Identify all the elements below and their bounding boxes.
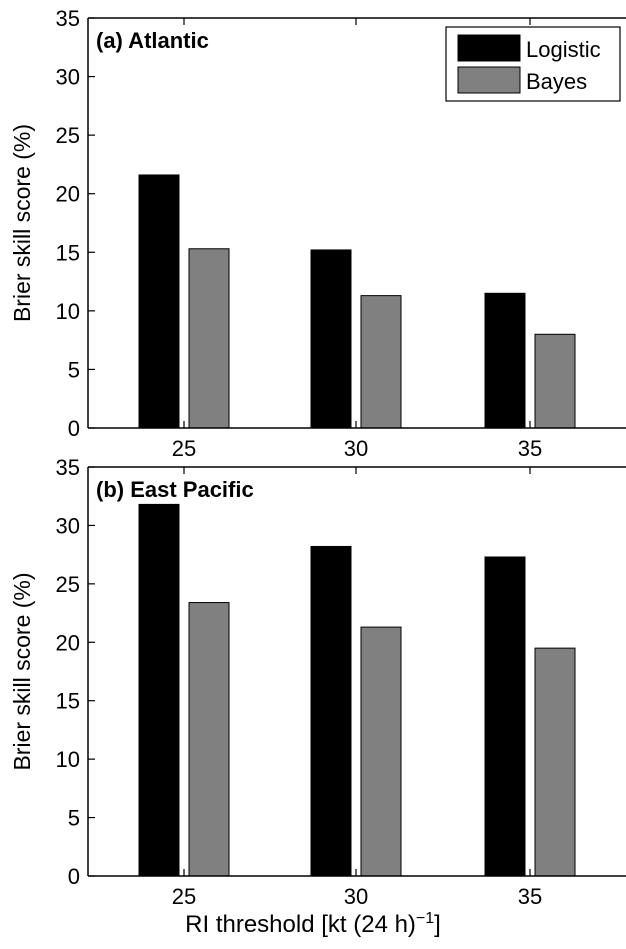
panel-a-bar-bayes-30: [360, 295, 402, 429]
panel-a-y-tick-label: 15: [56, 240, 80, 265]
panel-b-x-tick-label: 25: [172, 884, 196, 909]
panel-b-bar-logistic-25: [138, 503, 180, 877]
panel-a-y-tick-label: 5: [68, 357, 80, 382]
panel-a-bar-bayes-25: [188, 248, 230, 429]
panel-a-bar-logistic-25: [138, 174, 180, 429]
x-axis-label-close: ]: [434, 911, 441, 938]
panel-a-y-tick-label: 30: [56, 65, 80, 90]
x-axis-label-text: RI threshold [kt (24 h): [185, 911, 416, 938]
panel-a-y-tick-label: 25: [56, 123, 80, 148]
x-axis-label: RI threshold [kt (24 h)−1]: [0, 910, 626, 939]
panel-a-bar-logistic-35: [484, 292, 526, 429]
panel-b-bar-logistic-35: [484, 556, 526, 877]
panel-b-bar-bayes-35: [534, 647, 576, 877]
panel-a-legend-label-logistic: Logistic: [526, 37, 601, 62]
panel-a-bar-logistic-30: [310, 249, 352, 429]
panel-b-x-tick-label: 35: [518, 884, 542, 909]
panel-b-y-tick-label: 30: [56, 513, 80, 538]
panel-b-panel-label: (b) East Pacific: [96, 477, 254, 502]
panel-b-y-tick-label: 20: [56, 630, 80, 655]
panel-b-bar-logistic-30: [310, 545, 352, 877]
panel-b-y-tick-label: 0: [68, 864, 80, 889]
panel-a-x-tick-label: 35: [518, 436, 542, 461]
panel-b-y-tick-label: 15: [56, 689, 80, 714]
panel-b-bar-bayes-25: [188, 602, 230, 877]
panel-a-y-axis-label: Brier skill score (%): [9, 124, 35, 322]
panel-a-y-tick-label: 0: [68, 416, 80, 441]
panel-b-y-tick-label: 10: [56, 747, 80, 772]
panel-b-bar-bayes-30: [360, 626, 402, 877]
panel-a-y-tick-label: 35: [56, 6, 80, 31]
panel-a-x-tick-label: 25: [172, 436, 196, 461]
panel-b-y-tick-label: 35: [56, 455, 80, 480]
panel-a-legend-swatch-bayes: [457, 66, 521, 94]
panel-a-bar-bayes-35: [534, 333, 576, 429]
x-axis-label-sup: −1: [415, 910, 435, 927]
panel-a-x-tick-label: 30: [344, 436, 368, 461]
panel-b-y-tick-label: 5: [68, 806, 80, 831]
panel-b-y-tick-label: 25: [56, 572, 80, 597]
panel-a-panel-label: (a) Atlantic: [96, 28, 209, 53]
panel-b-x-tick-label: 30: [344, 884, 368, 909]
panel-a-y-tick-label: 10: [56, 299, 80, 324]
panel-b-y-axis-label: Brier skill score (%): [9, 572, 35, 770]
panel-a-y-tick-label: 20: [56, 182, 80, 207]
panel-a-legend-swatch-logistic: [457, 34, 521, 62]
panel-a-legend-label-bayes: Bayes: [526, 69, 587, 94]
